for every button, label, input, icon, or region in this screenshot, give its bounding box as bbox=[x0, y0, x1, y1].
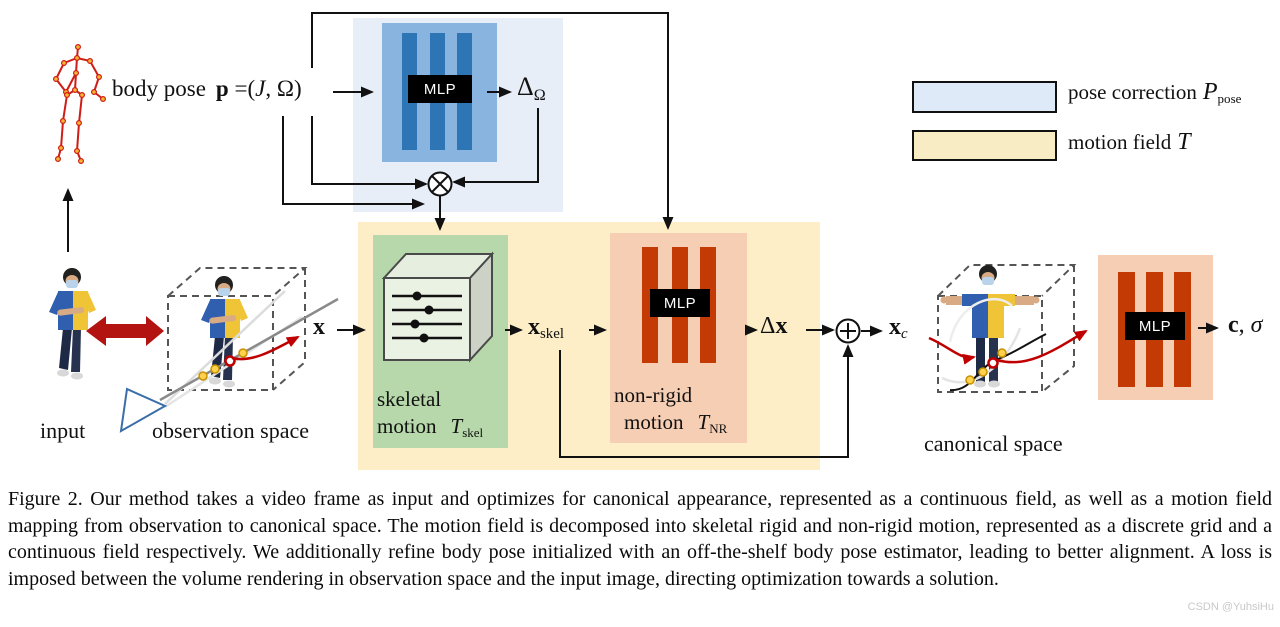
pose-mlp-label: MLP bbox=[423, 80, 457, 98]
diagram-canvas bbox=[49, 12, 1219, 470]
delta-subscript: Ω bbox=[533, 86, 546, 104]
input-person-photo bbox=[49, 268, 96, 380]
nonrigid-line1: non-rigid bbox=[614, 383, 693, 407]
body-pose-label: body pose bbox=[112, 76, 206, 101]
delta-x-delta: Δ bbox=[760, 313, 776, 339]
legend-motion-field-label: motion field T bbox=[1068, 129, 1191, 156]
pose-eq: = bbox=[234, 76, 248, 101]
legend-motion-symbol: T bbox=[1177, 129, 1191, 155]
skeletal-line1: skeletal bbox=[377, 387, 442, 411]
x-c-symbol: x bbox=[889, 314, 901, 340]
x-skel-symbol: x bbox=[528, 314, 540, 340]
nonrigid-motion-label: non-rigid motion TNR bbox=[614, 382, 727, 438]
nonrigid-line2: motion bbox=[624, 410, 684, 434]
pose-symbol-J: J bbox=[255, 76, 266, 101]
loss-double-arrow-icon bbox=[86, 316, 164, 346]
nonrigid-symbol-sub: NR bbox=[709, 420, 728, 436]
canonical-space-label: canonical space bbox=[924, 431, 1063, 456]
legend-pose-symbol: P bbox=[1202, 79, 1218, 105]
input-label: input bbox=[40, 418, 86, 443]
figure-caption: Figure 2. Our method takes a video frame… bbox=[8, 488, 1272, 590]
skeletal-motion-label: skeletal motion Tskel bbox=[377, 386, 483, 442]
pose-symbol-p: p bbox=[215, 76, 229, 101]
canonical-mlp-label: MLP bbox=[1138, 317, 1172, 335]
connectors bbox=[62, 12, 1219, 458]
canonical-cube bbox=[937, 264, 1077, 393]
observation-cube bbox=[167, 267, 308, 391]
add-operator-icon bbox=[835, 318, 861, 344]
delta-omega-label: ΔΩ bbox=[517, 72, 546, 104]
legend-motion-text: motion field bbox=[1068, 130, 1172, 154]
multiply-operator-icon bbox=[427, 171, 453, 197]
legend-pose-text: pose correction bbox=[1068, 80, 1197, 104]
skeletal-symbol-sub: skel bbox=[462, 424, 484, 440]
nonrigid-motion-block bbox=[610, 233, 747, 443]
skeletal-symbol: T bbox=[450, 414, 463, 438]
x-label: x bbox=[313, 314, 325, 340]
legend-pose-symbol-sub: pose bbox=[1217, 90, 1242, 106]
watermark: CSDN @YuhsiHu bbox=[1187, 601, 1274, 613]
output-c: c bbox=[1228, 312, 1239, 338]
output-sigma: σ bbox=[1250, 312, 1263, 338]
body-pose-formula: body pose p =(J, Ω) bbox=[112, 76, 302, 102]
output-label: c, σ bbox=[1228, 312, 1263, 339]
canonical-mlp-block bbox=[1098, 255, 1213, 400]
observation-space-label: observation space bbox=[152, 418, 309, 443]
legend-pose-correction-label: pose correction Ppose bbox=[1068, 79, 1241, 106]
delta-x-label: Δx bbox=[760, 313, 787, 340]
pose-mlp-block bbox=[382, 23, 497, 162]
x-skel-label: xskel bbox=[528, 314, 564, 343]
nonrigid-symbol: T bbox=[697, 410, 710, 434]
pose-open: ( bbox=[247, 76, 256, 101]
red-sample-arrows bbox=[231, 329, 1088, 365]
legend-motion-field-swatch bbox=[912, 130, 1057, 161]
skeletal-motion-block bbox=[373, 235, 508, 448]
delta-symbol: Δ bbox=[517, 72, 534, 101]
x-skel-subscript: skel bbox=[540, 326, 564, 343]
camera-frustum-icon bbox=[119, 387, 168, 433]
body-pose-skeleton-icon bbox=[52, 43, 106, 165]
pose-comma: , bbox=[265, 76, 272, 101]
pose-symbol-omega: Ω bbox=[276, 76, 294, 101]
skeletal-line2: motion bbox=[377, 414, 437, 438]
ray-samples-canonical bbox=[965, 348, 1007, 385]
ray-samples-observation bbox=[198, 348, 248, 381]
output-comma: , bbox=[1238, 312, 1251, 338]
x-c-label: xc bbox=[889, 314, 908, 343]
nonrigid-mlp-label: MLP bbox=[663, 294, 697, 312]
delta-x-var: x bbox=[775, 313, 788, 339]
x-c-subscript: c bbox=[901, 326, 908, 343]
legend-pose-correction-swatch bbox=[912, 81, 1057, 113]
pose-close: ) bbox=[293, 76, 302, 101]
